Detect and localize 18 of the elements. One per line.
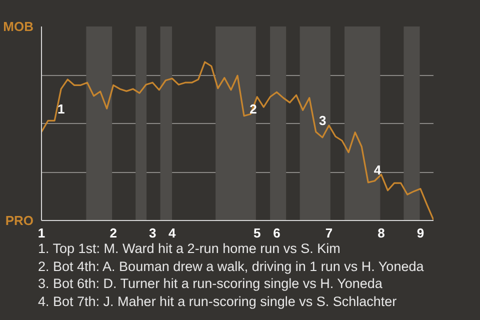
x-tick-label: 4: [168, 226, 177, 240]
x-tick-label: 5: [253, 226, 261, 240]
text: PRO: [5, 213, 34, 228]
text: 2. Bot 4th: A. Bouman drew a walk, driving in 1 run vs H. Yoneda: [38, 258, 424, 274]
x-tick-label: 2: [110, 226, 117, 240]
text: 3. Bot 6th: D. Turner hit a run-scoring single vs H. Yoneda: [38, 276, 382, 291]
x-tick-label: 7: [325, 226, 333, 240]
text: 4. Bot 7th: J. Maher hit a run-scoring single vs S. Schlachter: [38, 294, 397, 308]
annotation: 3: [318, 113, 326, 128]
x-tick-label: 8: [378, 226, 385, 240]
annotation: 4: [374, 162, 382, 178]
text: 1. Top 1st: M. Ward hit a 2-run home run vs S. Kim: [38, 241, 340, 256]
x-tick-label: 3: [148, 226, 156, 240]
x-tick-label: 9: [416, 226, 424, 240]
x-tick-label: 6: [273, 226, 280, 240]
text: MOB: [3, 19, 34, 34]
annotation: 1: [57, 102, 65, 117]
x-tick-label: 1: [38, 226, 46, 240]
